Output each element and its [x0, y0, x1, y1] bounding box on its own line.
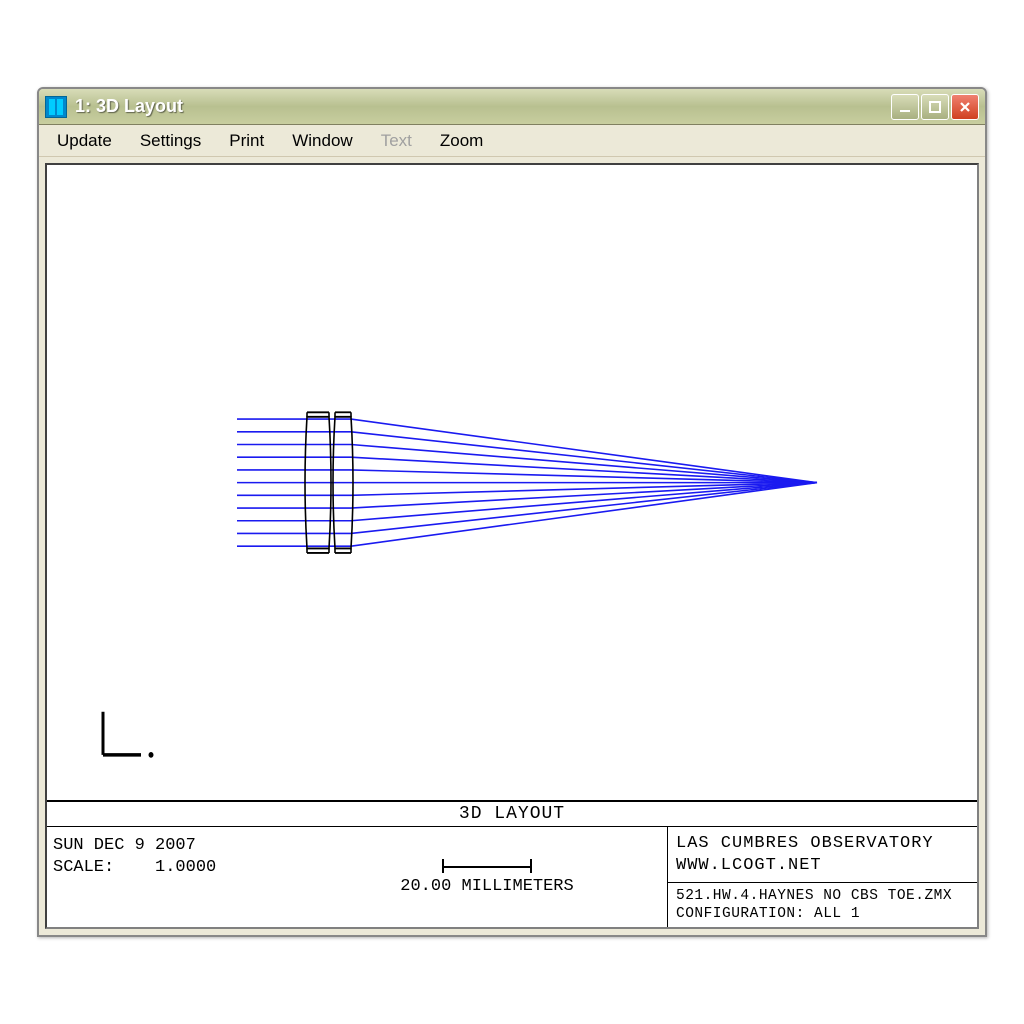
maximize-button[interactable] — [921, 94, 949, 120]
config-line: CONFIGURATION: ALL 1 — [676, 905, 969, 923]
app-window: 1: 3D Layout UpdateSettingsPrintWindowTe… — [37, 87, 987, 937]
minimize-icon — [898, 100, 912, 114]
titlebar[interactable]: 1: 3D Layout — [39, 89, 985, 125]
optical-diagram — [47, 165, 977, 800]
footer-grid: SUN DEC 9 2007 SCALE: 1.0000 20.00 MILLI… — [47, 827, 977, 927]
menu-settings[interactable]: Settings — [126, 127, 215, 155]
footer-center: 20.00 MILLIMETERS — [307, 827, 667, 927]
footer-scale: SCALE: 1.0000 — [53, 857, 301, 879]
scale-bar-icon — [442, 859, 532, 873]
scale-value: 1.0000 — [155, 858, 216, 877]
scale-label: SCALE: — [53, 858, 114, 877]
window-title: 1: 3D Layout — [75, 96, 891, 117]
content-pane: 3D LAYOUT SUN DEC 9 2007 SCALE: 1.0000 2… — [45, 163, 979, 929]
app-icon — [45, 96, 67, 118]
canvas-area[interactable] — [47, 165, 977, 800]
footer-right: LAS CUMBRES OBSERVATORY WWW.LCOGT.NET 52… — [667, 827, 977, 927]
minimize-button[interactable] — [891, 94, 919, 120]
footer-date: SUN DEC 9 2007 — [53, 835, 301, 857]
footer-left: SUN DEC 9 2007 SCALE: 1.0000 — [47, 827, 307, 927]
menu-zoom[interactable]: Zoom — [426, 127, 497, 155]
menu-window[interactable]: Window — [278, 127, 366, 155]
close-button[interactable] — [951, 94, 979, 120]
footer-config: 521.HW.4.HAYNES NO CBS TOE.ZMX CONFIGURA… — [668, 883, 977, 927]
menubar: UpdateSettingsPrintWindowTextZoom — [39, 125, 985, 157]
footer-block: 3D LAYOUT SUN DEC 9 2007 SCALE: 1.0000 2… — [47, 800, 977, 927]
footer-org: LAS CUMBRES OBSERVATORY WWW.LCOGT.NET — [668, 827, 977, 883]
file-line: 521.HW.4.HAYNES NO CBS TOE.ZMX — [676, 887, 969, 905]
footer-title: 3D LAYOUT — [47, 802, 977, 827]
close-icon — [958, 100, 972, 114]
menu-update[interactable]: Update — [43, 127, 126, 155]
scalebar-label: 20.00 MILLIMETERS — [400, 877, 573, 896]
menu-text: Text — [367, 127, 426, 155]
maximize-icon — [928, 100, 942, 114]
window-controls — [891, 94, 979, 120]
org-line2: WWW.LCOGT.NET — [676, 855, 969, 876]
menu-print[interactable]: Print — [215, 127, 278, 155]
org-line1: LAS CUMBRES OBSERVATORY — [676, 833, 969, 854]
